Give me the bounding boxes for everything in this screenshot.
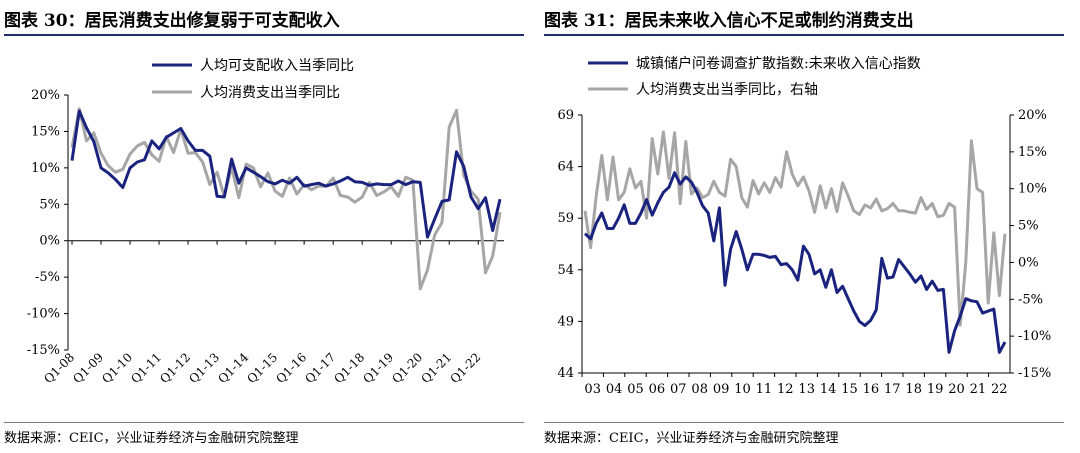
right-x-tick-label: 16 [863,382,880,397]
left-x-tick-label: Q1-11 [128,350,164,386]
right-y-tick-label: 64 [557,160,574,175]
right-x-tick-label: 11 [756,382,773,397]
left-x-tick-label: Q1-09 [70,350,106,386]
right-x-tick-label: 20 [948,382,965,397]
left-x-tick-label: Q1-21 [418,350,454,386]
left-x-tick-label: Q1-19 [360,350,396,386]
right-y2-tick-label: -10% [1018,329,1051,344]
right-x-tick-label: 14 [820,382,837,397]
left-y-tick-label: -10% [27,307,60,322]
left-title-rule [4,34,524,36]
right-legend-label: 城镇储户问卷调查扩散指数:未来收入信心指数 [636,55,921,72]
right-x-tick-label: 10 [734,382,751,397]
left-x-tick-label: Q1-16 [273,350,309,386]
left-y-tick-label: 15% [31,124,60,139]
right-source-note: 数据来源：CEIC，兴业证券经济与金融研究院整理 [544,431,839,446]
right-series-line-confidence [583,171,1007,354]
right-x-tick-label: 07 [670,382,687,397]
right-y2-tick-label: -5% [1018,292,1043,307]
right-x-tick-label: 17 [884,382,901,397]
right-x-tick-label: 06 [649,382,666,397]
left-x-tick-label: Q1-20 [389,350,425,386]
left-series-line [70,107,502,291]
right-y2-tick-label: 15% [1018,145,1047,160]
left-y-tick-label: -5% [35,270,60,285]
right-y-tick-label: 69 [557,108,574,123]
left-x-tick-label: Q1-22 [447,350,483,386]
left-y-tick-label: 0% [39,234,60,249]
left-series-line [70,109,502,239]
left-legend-label: 人均可支配收入当季同比 [200,58,354,74]
right-chart: 69 64 59 54 49 44 20% 15% 10% 5% 0% -5% -10% -15% 03 04… [557,55,1051,397]
right-x-tick-label: 18 [905,382,922,397]
left-x-tick-label: Q1-13 [186,350,222,386]
right-x-tick-label: 21 [970,382,987,397]
right-x-tick-label: 08 [691,382,708,397]
right-x-tick-label: 04 [606,382,623,397]
right-x-tick-label: 05 [627,382,644,397]
right-source-rule [544,422,1064,423]
right-y-tick-label: 59 [557,211,574,226]
right-x-tick-label: 12 [777,382,794,397]
right-legend-label: 人均消费支出当季同比，右轴 [636,82,818,98]
left-x-tick-label: Q1-12 [157,350,193,386]
right-y2-tick-label: 5% [1018,219,1039,234]
right-y2-tick-label: 20% [1018,108,1047,123]
left-y-tick-label: -15% [27,343,60,358]
right-x-tick-label: 09 [713,382,730,397]
right-x-tick-label: 03 [584,382,601,397]
left-chart-title: 图表 30：居民消费支出修复弱于可支配收入 [4,11,340,31]
left-y-tick-label: 10% [31,161,60,176]
right-y2-tick-label: -15% [1018,366,1051,381]
left-x-tick-label: Q1-17 [302,350,338,386]
right-x-tick-label: 22 [991,382,1008,397]
panel-left: 图表 30：居民消费支出修复弱于可支配收入 20% 15% 10% 5% 0% -5% -1… [4,11,524,446]
right-x-tick-label: 13 [798,382,815,397]
right-chart-title: 图表 31：居民未来收入信心不足或制约消费支出 [544,11,914,31]
left-chart: 20%15%10%5%0%-5%-10%-15%Q1-08Q1-09Q1-10Q… [27,58,504,386]
right-y2-tick-label: 0% [1018,255,1039,270]
right-y2-tick-label: 10% [1018,182,1047,197]
right-title-rule [544,34,1064,36]
right-x-tick-label: 19 [927,382,944,397]
left-legend-label: 人均消费支出当季同比 [200,85,340,101]
panel-right: 图表 31：居民未来收入信心不足或制约消费支出 69 64 59 54 49 44 20% 1… [540,0,1080,453]
right-series-line-consumption [583,130,1007,327]
left-source-rule [4,422,524,423]
left-y-tick-label: 5% [39,197,60,212]
right-y-tick-label: 49 [557,314,574,329]
left-source-note: 数据来源：CEIC，兴业证券经济与金融研究院整理 [4,431,299,446]
left-x-tick-label: Q1-18 [331,350,367,386]
right-x-tick-label: 15 [841,382,858,397]
left-x-tick-label: Q1-14 [215,350,251,386]
right-y-tick-label: 44 [557,366,574,381]
right-y-tick-label: 54 [557,263,574,278]
left-x-tick-label: Q1-10 [99,350,135,386]
left-x-tick-label: Q1-15 [244,350,280,386]
left-y-tick-label: 20% [31,88,60,103]
